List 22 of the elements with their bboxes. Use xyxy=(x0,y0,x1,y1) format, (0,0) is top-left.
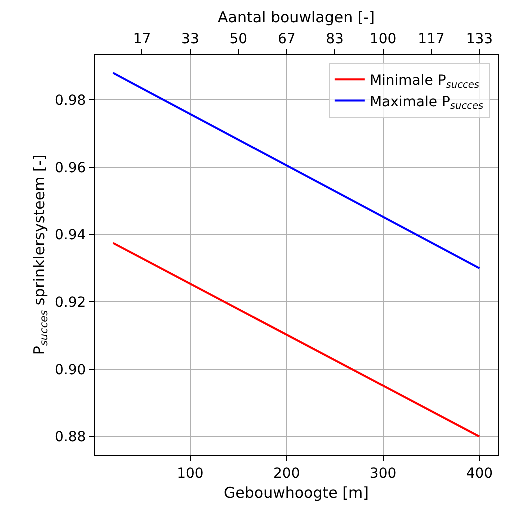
y-tick-label: 0.92 xyxy=(55,295,86,312)
x-tick-label: 200 xyxy=(273,466,300,482)
x2-tick-label: 17 xyxy=(133,31,152,48)
x2-tick-label: 33 xyxy=(182,31,200,48)
y-tick-label: 0.90 xyxy=(55,362,86,378)
x2-tick-label: 100 xyxy=(370,31,397,48)
y-tick-label: 0.98 xyxy=(55,93,86,110)
y-tick-label: 0.94 xyxy=(55,228,86,244)
x2-tick-label: 133 xyxy=(466,31,494,48)
x-tick-label: 400 xyxy=(466,466,494,482)
x2-tick-label: 67 xyxy=(278,31,296,48)
x2-tick-label: 83 xyxy=(326,31,344,48)
x-axis-title: Gebouwhoogte [m] xyxy=(224,484,369,502)
y-tick-label: 0.88 xyxy=(55,430,86,446)
y-tick-label: 0.96 xyxy=(55,160,86,176)
x-tick-label: 100 xyxy=(177,466,204,482)
x2-tick-label: 117 xyxy=(418,31,445,48)
legend-label: Maximale P$_{succes}$ xyxy=(370,94,484,112)
x2-tick-label: 50 xyxy=(230,31,248,48)
x2-axis-title: Aantal bouwlagen [-] xyxy=(218,8,375,27)
x-tick-label: 300 xyxy=(370,466,397,482)
legend-label: Minimale P$_{succes}$ xyxy=(370,73,480,91)
